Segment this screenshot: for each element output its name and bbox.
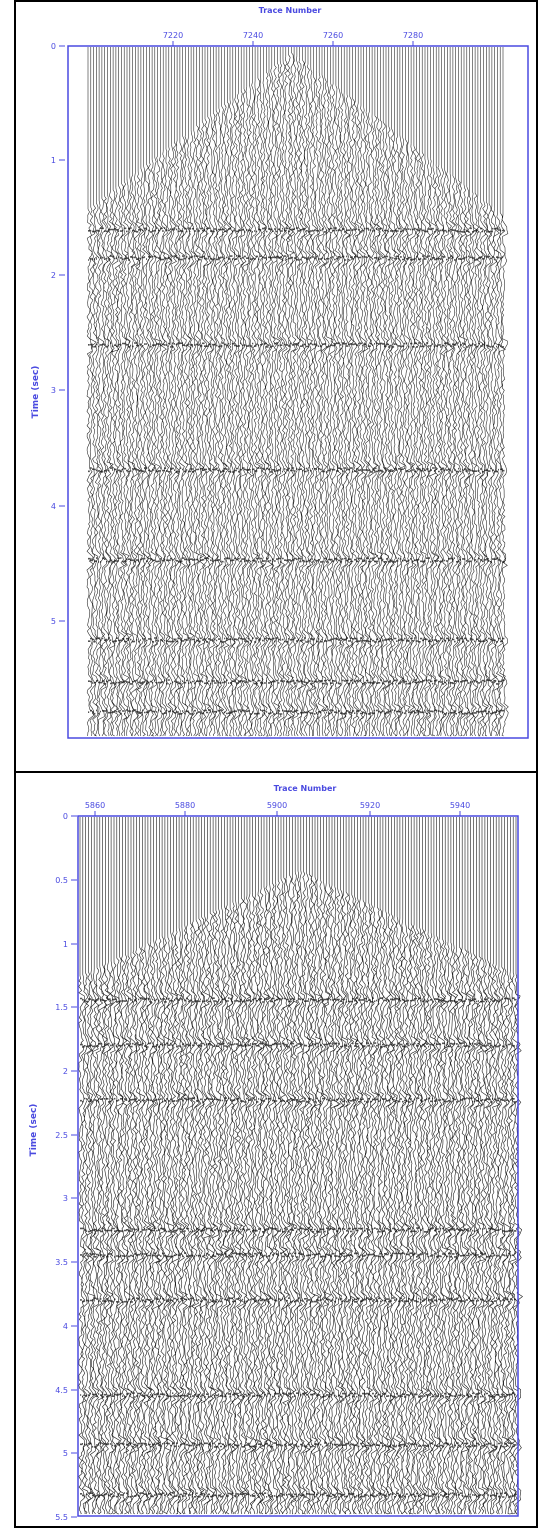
reflector-band [88,342,504,348]
seismic-panel-2: Trace Number Time (sec) 5860 5880 5900 5920… [29,784,524,1522]
time-tick-label: 0 [51,42,56,51]
time-tick-label: 5.5 [55,1513,68,1522]
trace-ticks-2: 5860 5880 5900 5920 5940 [85,801,470,816]
reflector-band [80,1252,516,1258]
time-tick-label: 3 [63,1194,68,1203]
reflector-band [80,1097,517,1103]
reflector-band [88,255,504,261]
time-tick-label: 4 [63,1322,68,1331]
time-tick-label: 0.5 [55,876,68,885]
trace-tick-label: 7280 [403,31,423,40]
time-ticks-1: 0 1 2 3 4 5 [51,42,65,626]
trace-axis-title-2: Trace Number [274,784,337,793]
trace-tick-label: 5880 [175,801,195,810]
time-axis-title-1: Time (sec) [31,366,41,419]
reflector-band [88,637,505,643]
reflector-band [88,709,505,715]
trace-tick-label: 5920 [360,801,380,810]
reflector-band [80,1392,516,1398]
trace-axis-title-1: Trace Number [259,6,322,15]
trace-ticks-1: 7220 7240 7260 7280 [163,31,423,46]
trace-tick-label: 5900 [267,801,287,810]
time-tick-label: 5 [63,1449,68,1458]
time-ticks-2: 0 0.5 1 1.5 2 2.5 3 3.5 4 4.5 5 5.5 [55,812,77,1522]
trace-wiggles [78,817,524,1515]
reflector-band [80,1442,517,1448]
time-tick-label: 2 [63,1067,68,1076]
time-tick-label: 2 [51,271,56,280]
time-tick-label: 0 [63,812,68,821]
time-tick-label: 5 [51,617,56,626]
seismic-panel-1: Trace Number Time (sec) 7220 7240 7260 7280… [31,6,529,739]
seismic-traces-2 [78,817,524,1515]
trace-tick-label: 7260 [323,31,343,40]
trace-tick-label: 5860 [85,801,105,810]
plot-border-2 [77,815,519,1517]
time-tick-label: 1 [63,940,68,949]
trace-tick-label: 7220 [163,31,183,40]
panel-2-frame [14,771,538,1528]
trace-tick-label: 7240 [243,31,263,40]
time-tick-label: 3 [51,386,56,395]
time-tick-label: 1 [51,156,56,165]
time-axis-title-2: Time (sec) [29,1104,39,1157]
reflector-band [88,227,505,233]
time-tick-label: 4.5 [55,1386,68,1395]
reflector-band [88,679,505,685]
time-tick-label: 1.5 [55,1003,68,1012]
time-tick-label: 4 [51,502,56,511]
time-tick-label: 3.5 [55,1258,68,1267]
reflector-band [80,1227,517,1233]
reflector-band [80,997,517,1003]
reflector-band [80,1297,516,1303]
trace-tick-label: 5940 [450,801,470,810]
reflector-band [88,467,505,473]
reflector-band [80,1492,517,1498]
reflector-band [88,557,505,563]
trace-wiggles [86,47,509,737]
time-tick-label: 2.5 [55,1131,68,1140]
seismic-traces-1 [86,47,509,737]
plot-border-1 [67,45,529,739]
reflector-band [80,1042,515,1048]
